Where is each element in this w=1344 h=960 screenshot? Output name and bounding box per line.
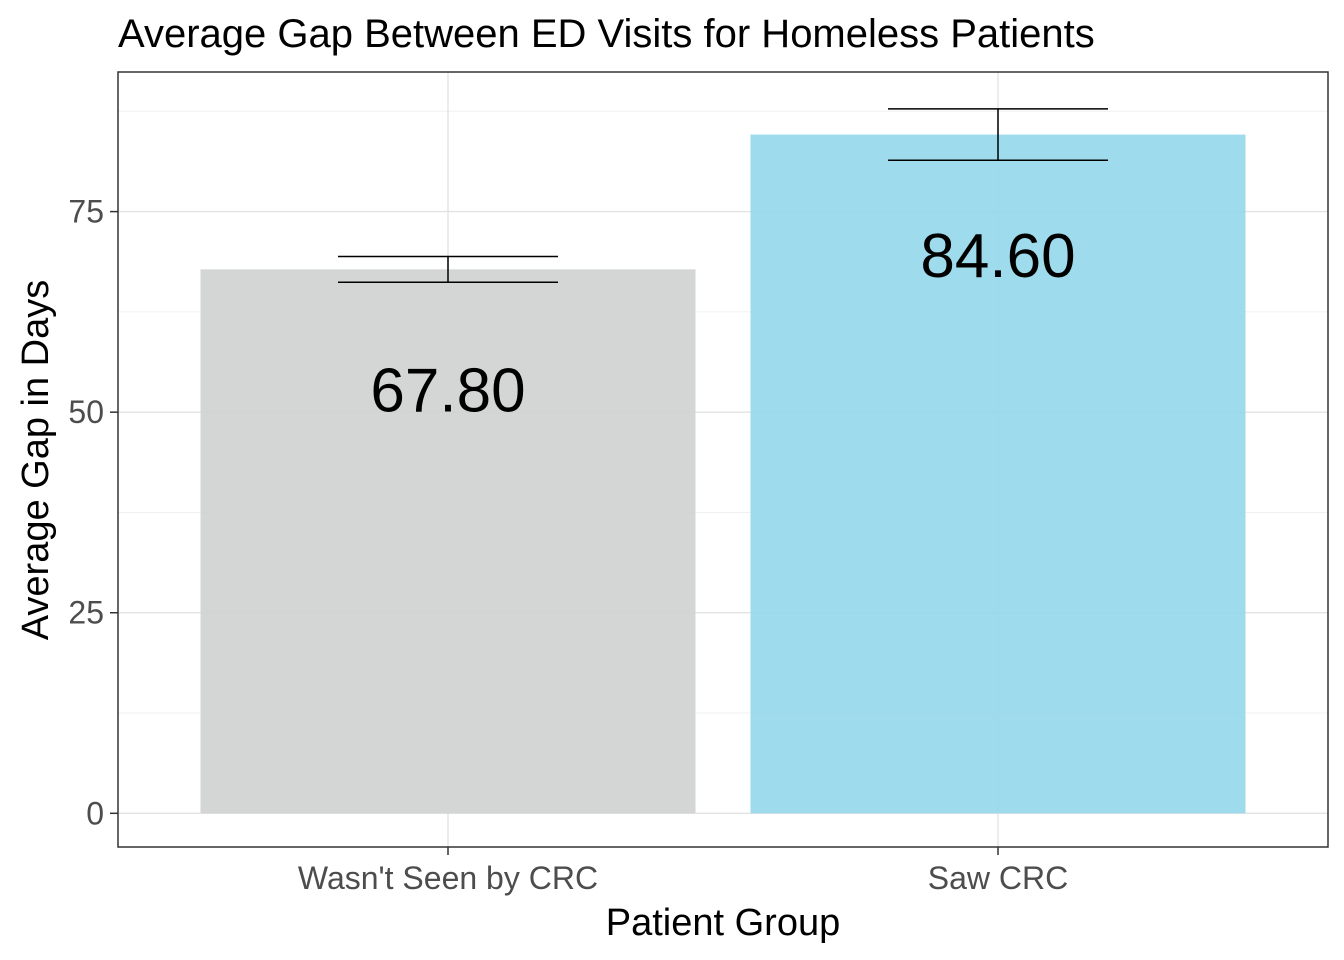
y-tick-label: 25	[68, 595, 104, 631]
bars	[200, 134, 1246, 814]
data-label: 84.60	[920, 222, 1075, 291]
x-axis-ticks: Wasn't Seen by CRC Saw CRC	[298, 847, 1068, 896]
data-label: 67.80	[370, 357, 525, 426]
panel-border	[117, 71, 1329, 848]
y-tick-label: 75	[68, 194, 104, 230]
y-tick-label: 50	[68, 394, 104, 430]
x-tick-label: Saw CRC	[928, 860, 1068, 896]
y-tick-label: 0	[86, 795, 104, 831]
x-tick-label: Wasn't Seen by CRC	[298, 860, 598, 896]
data-labels: 67.80 84.60	[370, 222, 1075, 426]
y-axis-ticks: 0 25 50 75	[68, 194, 118, 831]
error-bar	[338, 255, 558, 283]
x-axis-title: Patient Group	[606, 902, 840, 944]
error-bars	[338, 108, 1108, 283]
bar	[200, 269, 696, 814]
error-bar	[888, 108, 1108, 162]
chart-title: Average Gap Between ED Visits for Homele…	[118, 12, 1095, 56]
y-axis-title: Average Gap in Days	[15, 280, 57, 641]
bar	[750, 134, 1246, 814]
